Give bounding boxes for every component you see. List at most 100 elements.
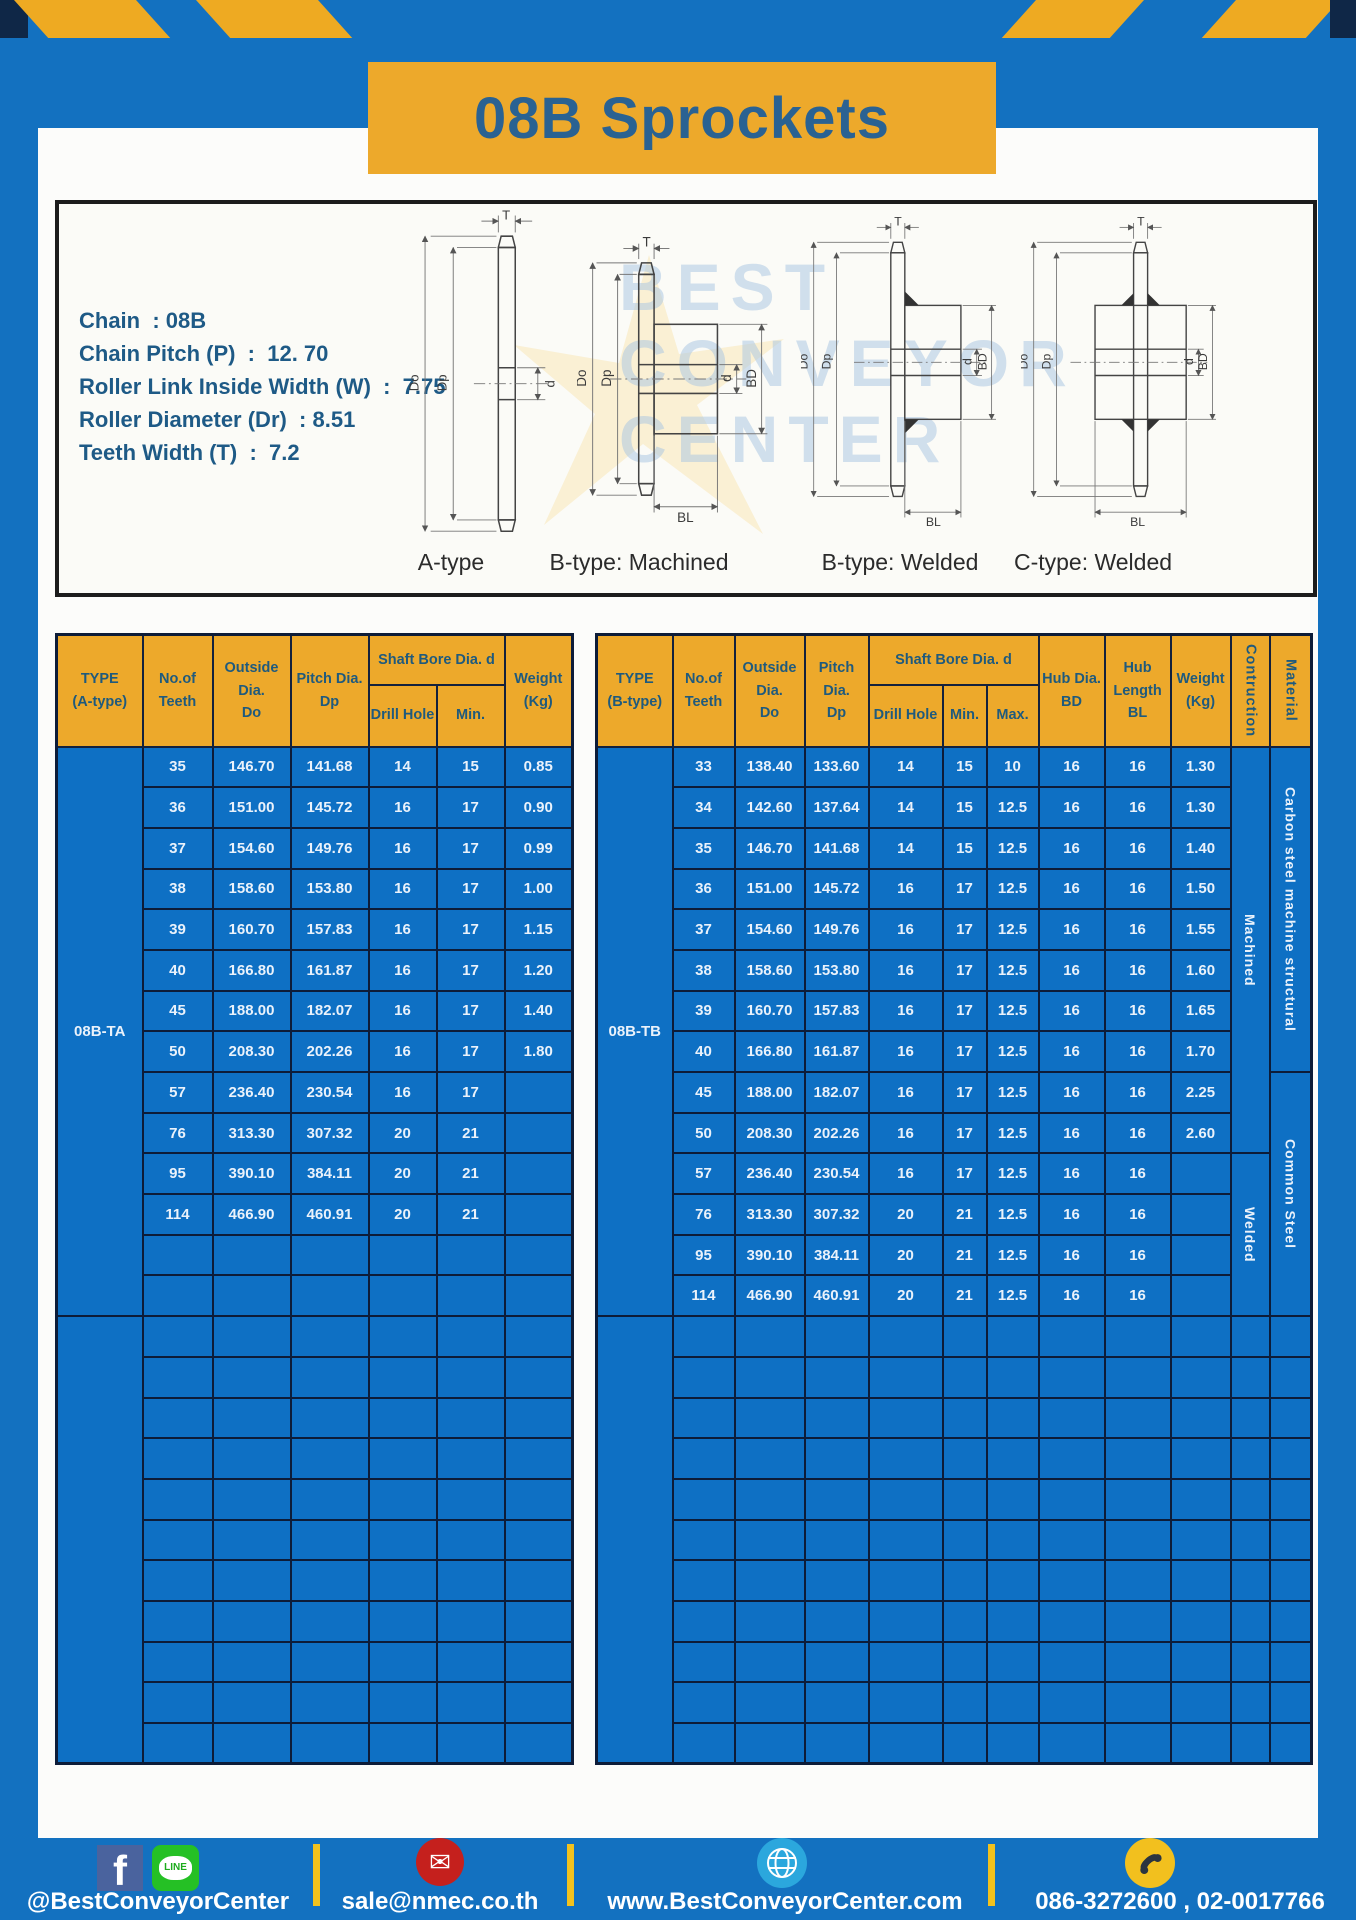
col-header-type: TYPE (B-type) bbox=[595, 633, 674, 748]
table-cell bbox=[289, 1477, 370, 1521]
table-cell bbox=[1037, 1437, 1106, 1480]
table-cell bbox=[1103, 1355, 1172, 1399]
table-cell bbox=[141, 1722, 214, 1765]
table-row bbox=[57, 1559, 574, 1602]
table-cell bbox=[503, 1437, 574, 1480]
table-cell bbox=[941, 1559, 988, 1602]
table-cell: 16 bbox=[367, 908, 438, 951]
table-cell: 16 bbox=[1037, 1274, 1106, 1318]
table-cell bbox=[1229, 1559, 1271, 1602]
table-cell bbox=[1103, 1477, 1172, 1521]
table-cell: 17 bbox=[435, 786, 506, 829]
col-header-min: Min. bbox=[941, 683, 988, 748]
table-cell bbox=[211, 1274, 292, 1318]
table-cell bbox=[1103, 1559, 1172, 1602]
table-cell bbox=[1169, 1477, 1232, 1521]
table-row bbox=[57, 1477, 574, 1521]
table-row: 34 142.60 137.64 14 15 12.5 16 16 1.30 bbox=[597, 786, 1312, 829]
table-cell: 166.80 bbox=[733, 1030, 806, 1073]
table-cell: 21 bbox=[941, 1193, 988, 1236]
table-cell bbox=[1169, 1152, 1232, 1196]
table-cell bbox=[211, 1477, 292, 1521]
table-b-body: 08B-TB 33 138.40 133.60 14 15 10 16 16 1.30 Machin… bbox=[595, 745, 1313, 1765]
table-cell bbox=[1037, 1722, 1106, 1765]
table-cell: 16 bbox=[1037, 908, 1106, 951]
dim-label-dp: Dp bbox=[1039, 354, 1053, 370]
table-cell bbox=[435, 1437, 506, 1480]
table-cell: 14 bbox=[867, 786, 944, 829]
construction-cell: Welded bbox=[1229, 1152, 1271, 1318]
table-cell bbox=[941, 1599, 988, 1643]
table-cell bbox=[211, 1233, 292, 1277]
table-cell: 16 bbox=[867, 1111, 944, 1155]
table-cell bbox=[1169, 1437, 1232, 1480]
table-cell: 16 bbox=[1037, 867, 1106, 911]
table-cell: 153.80 bbox=[289, 867, 370, 911]
col-header-weight: Weight (Kg) bbox=[1169, 633, 1232, 748]
table-cell: 12.5 bbox=[985, 1071, 1040, 1114]
table-cell bbox=[803, 1518, 870, 1562]
table-row: 76 313.30 307.32 20 21 bbox=[57, 1111, 574, 1155]
caption-b-machined: B-type: Machined bbox=[549, 549, 729, 575]
table-row bbox=[597, 1640, 1313, 1684]
table-cell bbox=[985, 1518, 1040, 1562]
table-cell bbox=[367, 1518, 438, 1562]
table-cell bbox=[503, 1477, 574, 1521]
table-cell: 1.30 bbox=[1169, 786, 1232, 829]
table-cell bbox=[1037, 1681, 1106, 1724]
spec-teeth-width: Teeth Width (T) : 7.2 bbox=[79, 440, 300, 465]
table-cell: 313.30 bbox=[733, 1193, 806, 1236]
table-cell bbox=[141, 1437, 214, 1480]
table-cell bbox=[211, 1396, 292, 1440]
footer-bar: f LINE @BestConveyorCenter ✉ sale@nmec.c… bbox=[0, 1838, 1356, 1920]
table-cell bbox=[435, 1681, 506, 1724]
table-cell bbox=[211, 1518, 292, 1562]
table-cell: 16 bbox=[867, 1152, 944, 1196]
table-cell: 158.60 bbox=[211, 867, 292, 911]
dim-label-dp: Dp bbox=[435, 374, 450, 391]
table-cell: 307.32 bbox=[803, 1193, 870, 1236]
hazard-stripe bbox=[1001, 0, 1144, 38]
table-cell bbox=[503, 1315, 574, 1358]
table-cell: 17 bbox=[435, 989, 506, 1033]
table-row bbox=[597, 1477, 1313, 1521]
table-row bbox=[597, 1722, 1313, 1765]
table-cell bbox=[141, 1518, 214, 1562]
table-cell: 39 bbox=[141, 908, 214, 951]
table-cell: 16 bbox=[867, 867, 944, 911]
table-cell: 17 bbox=[435, 948, 506, 992]
dim-label-bd: BD bbox=[1196, 353, 1210, 370]
table-cell: 141.68 bbox=[289, 745, 370, 789]
table-cell bbox=[1268, 1722, 1313, 1765]
table-cell bbox=[435, 1722, 506, 1765]
table-cell: 12.5 bbox=[985, 786, 1040, 829]
table-cell bbox=[1037, 1518, 1106, 1562]
table-cell bbox=[141, 1681, 214, 1724]
table-cell bbox=[671, 1518, 736, 1562]
table-cell bbox=[671, 1681, 736, 1724]
table-cell: 33 bbox=[671, 745, 736, 789]
table-cell: 12.5 bbox=[985, 826, 1040, 870]
table-row bbox=[57, 1437, 574, 1480]
table-cell bbox=[671, 1477, 736, 1521]
table-cell: 146.70 bbox=[211, 745, 292, 789]
table-cell: 15 bbox=[435, 745, 506, 789]
table-cell: 202.26 bbox=[803, 1111, 870, 1155]
table-row bbox=[57, 1599, 574, 1643]
table-cell: 12.5 bbox=[985, 1193, 1040, 1236]
table-cell bbox=[733, 1681, 806, 1724]
table-cell bbox=[1229, 1355, 1271, 1399]
table-b-header: TYPE (B-type) No.of Teeth Outside Dia. D… bbox=[595, 633, 1313, 748]
table-cell: 16 bbox=[867, 1030, 944, 1073]
table-cell bbox=[733, 1437, 806, 1480]
table-cell bbox=[211, 1722, 292, 1765]
watermark-logo bbox=[514, 255, 784, 534]
table-cell: 37 bbox=[671, 908, 736, 951]
table-cell: 95 bbox=[671, 1233, 736, 1277]
table-row bbox=[55, 1315, 574, 1765]
table-cell bbox=[867, 1315, 944, 1358]
table-cell bbox=[1268, 1477, 1313, 1521]
table-cell bbox=[141, 1274, 214, 1318]
table-cell: 17 bbox=[941, 948, 988, 992]
corner-accent-right bbox=[1330, 0, 1356, 38]
